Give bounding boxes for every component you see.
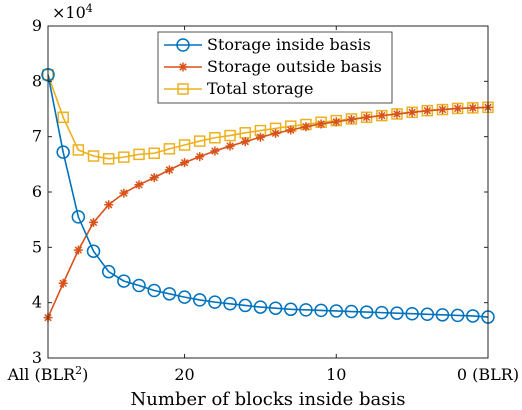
data-point bbox=[72, 144, 85, 156]
x-tick-label: All (BLR2) bbox=[7, 364, 89, 384]
data-point bbox=[164, 165, 174, 175]
data-point bbox=[210, 146, 220, 156]
data-point bbox=[58, 278, 68, 288]
data-point bbox=[253, 300, 268, 314]
data-point bbox=[346, 115, 356, 125]
legend-label: Total storage bbox=[207, 79, 313, 98]
data-point bbox=[208, 295, 222, 309]
legend-marker bbox=[177, 83, 189, 95]
data-point bbox=[180, 158, 190, 168]
data-point bbox=[359, 305, 374, 319]
data-point bbox=[466, 309, 480, 323]
x-tick-label: 20 bbox=[174, 365, 194, 384]
data-point bbox=[316, 119, 326, 129]
data-point bbox=[101, 264, 116, 279]
data-point bbox=[57, 111, 69, 124]
data-point bbox=[377, 111, 387, 121]
data-point bbox=[331, 117, 341, 127]
data-point bbox=[56, 145, 70, 159]
y-tick-label: 6 bbox=[32, 182, 42, 201]
data-point bbox=[268, 301, 283, 315]
data-point bbox=[390, 306, 404, 320]
data-point bbox=[435, 308, 450, 322]
data-point bbox=[193, 135, 206, 147]
x-tick-label: 0 (BLR) bbox=[457, 365, 519, 384]
data-point bbox=[73, 245, 83, 255]
data-point bbox=[147, 283, 161, 298]
data-point bbox=[119, 188, 129, 198]
y-tick-label: 8 bbox=[32, 71, 42, 90]
data-point bbox=[89, 217, 99, 227]
data-point bbox=[71, 210, 86, 224]
data-point bbox=[453, 103, 463, 113]
series-layer bbox=[41, 67, 495, 324]
data-point bbox=[118, 151, 130, 163]
data-point bbox=[437, 105, 447, 115]
legend-label: Storage outside basis bbox=[207, 57, 382, 76]
data-point bbox=[238, 298, 252, 313]
data-point bbox=[86, 244, 101, 258]
data-point bbox=[102, 153, 115, 165]
data-point bbox=[375, 305, 389, 320]
legend-marker bbox=[178, 62, 188, 72]
data-point bbox=[87, 150, 100, 162]
data-point bbox=[407, 107, 417, 117]
y-tick-label: 5 bbox=[32, 237, 42, 256]
data-point bbox=[344, 304, 359, 319]
data-point bbox=[149, 173, 159, 183]
legend-label: Storage inside basis bbox=[207, 35, 371, 54]
data-point bbox=[178, 139, 191, 151]
y-tick-label: 3 bbox=[32, 348, 42, 367]
data-point bbox=[284, 302, 298, 317]
legend: Storage inside basis Storage outside basi… bbox=[157, 31, 393, 104]
data-point bbox=[405, 306, 419, 321]
data-point bbox=[162, 287, 177, 301]
data-point bbox=[163, 143, 176, 155]
data-point bbox=[468, 103, 478, 113]
data-point bbox=[314, 303, 328, 318]
y-tick-label: 4 bbox=[32, 293, 42, 312]
data-point bbox=[133, 148, 145, 161]
y-tick-label: 9 bbox=[32, 16, 42, 35]
data-point bbox=[255, 132, 265, 142]
data-point bbox=[329, 304, 344, 318]
data-point bbox=[117, 274, 131, 288]
series-circle bbox=[41, 67, 495, 324]
data-point bbox=[225, 141, 235, 151]
y-tick-label: 7 bbox=[32, 127, 42, 146]
x-axis-label: Number of blocks inside basis bbox=[131, 389, 406, 410]
legend-marker bbox=[176, 38, 190, 52]
data-point bbox=[286, 125, 296, 135]
data-point bbox=[195, 152, 205, 162]
y-multiplier-exponent: 4 bbox=[86, 2, 93, 15]
data-point bbox=[299, 303, 313, 317]
series-line bbox=[47, 74, 489, 318]
data-point bbox=[104, 200, 114, 210]
data-point bbox=[132, 278, 146, 293]
data-point bbox=[148, 147, 160, 160]
data-point bbox=[271, 128, 281, 138]
data-point bbox=[209, 132, 221, 144]
data-point bbox=[422, 106, 432, 116]
data-point bbox=[177, 290, 192, 304]
y-multiplier: ×104 bbox=[52, 2, 93, 22]
data-point bbox=[362, 112, 372, 122]
y-multiplier-base: ×10 bbox=[52, 3, 86, 22]
data-point bbox=[392, 109, 402, 119]
data-point bbox=[420, 307, 435, 322]
data-point bbox=[450, 308, 465, 323]
data-point bbox=[192, 293, 207, 307]
data-point bbox=[223, 297, 237, 311]
ticks-layer: 3 4 5 6 7 8 9 All (BLR2) 20 10 0 (BLR) bbox=[7, 16, 519, 384]
data-point bbox=[134, 180, 144, 190]
data-point bbox=[301, 122, 311, 132]
data-point bbox=[224, 129, 236, 142]
x-tick-label: 10 bbox=[326, 365, 346, 384]
data-point bbox=[240, 137, 250, 147]
